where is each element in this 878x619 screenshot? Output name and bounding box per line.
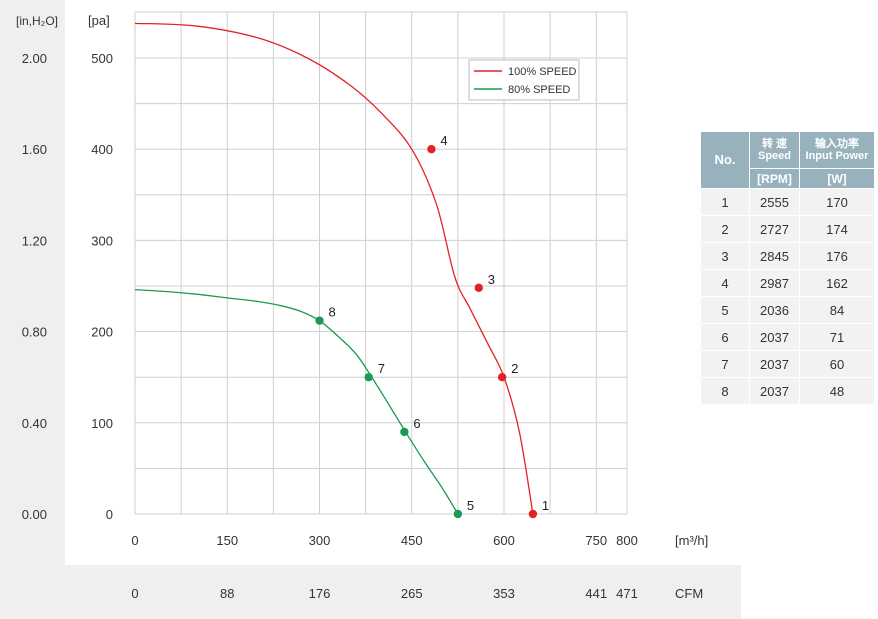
data-point-marker xyxy=(364,373,373,382)
cell-power: 174 xyxy=(800,216,875,243)
table-row: 2 2727 174 xyxy=(701,216,875,243)
cell-power: 71 xyxy=(800,324,875,351)
x-tick-label: 0 xyxy=(131,533,138,548)
cell-no: 6 xyxy=(701,324,750,351)
legend-entry: 100% SPEED xyxy=(508,66,577,78)
x2-axis-unit: CFM xyxy=(675,586,703,601)
x-tick-label: 800 xyxy=(616,533,638,548)
legend-entry: 80% SPEED xyxy=(508,84,570,96)
data-point-label: 7 xyxy=(378,361,385,376)
table-row: 3 2845 176 xyxy=(701,243,875,270)
y-axis-unit: [pa] xyxy=(88,13,110,28)
cell-power: 84 xyxy=(800,297,875,324)
x-tick-label: 600 xyxy=(493,533,515,548)
y2-tick-label: 1.20 xyxy=(22,233,47,248)
data-point-marker xyxy=(427,145,436,154)
data-point-label: 8 xyxy=(329,305,336,320)
header-speed-unit: [RPM] xyxy=(750,169,800,189)
header-power-unit: [W] xyxy=(800,169,875,189)
data-point-marker xyxy=(474,283,483,293)
cell-speed: 2037 xyxy=(750,351,800,378)
cell-speed: 2555 xyxy=(750,189,800,216)
x2-tick-label: 471 xyxy=(616,586,638,601)
x-tick-label: 450 xyxy=(401,533,423,548)
data-point-marker xyxy=(528,509,538,519)
header-power-cn: 输入功率 xyxy=(815,138,859,150)
data-point-label: 3 xyxy=(488,272,495,287)
x-axis-unit: [m³/h] xyxy=(675,533,708,548)
x2-tick-label: 176 xyxy=(309,586,331,601)
x-tick-label: 750 xyxy=(585,533,607,548)
header-no: No. xyxy=(701,132,750,189)
cell-no: 3 xyxy=(701,243,750,270)
y2-axis-unit: [in,H₂O] xyxy=(16,14,58,28)
cell-power: 48 xyxy=(800,378,875,405)
x2-tick-label: 265 xyxy=(401,586,423,601)
data-point-label: 4 xyxy=(440,133,447,148)
left-axis-panel xyxy=(0,0,65,565)
data-point-label: 6 xyxy=(413,416,420,431)
cell-speed: 2845 xyxy=(750,243,800,270)
y2-tick-label: 1.60 xyxy=(22,142,47,157)
y-tick-label: 0 xyxy=(106,507,113,522)
data-point-label: 5 xyxy=(467,498,474,513)
y-tick-label: 200 xyxy=(91,325,113,340)
data-point-label: 1 xyxy=(542,498,549,513)
y-tick-label: 500 xyxy=(91,51,113,66)
cell-no: 5 xyxy=(701,297,750,324)
cell-no: 2 xyxy=(701,216,750,243)
header-power-en: Input Power xyxy=(805,150,869,162)
data-point-marker xyxy=(400,427,409,437)
x-tick-label: 150 xyxy=(216,533,238,548)
table-row: 8 2037 48 xyxy=(701,378,875,405)
cell-no: 1 xyxy=(701,189,750,216)
data-point-marker xyxy=(453,509,463,519)
axis-labels: 00.001000.402000.803001.204001.605002.00… xyxy=(16,13,708,601)
bottom-axis-panel xyxy=(0,565,741,619)
y-tick-label: 100 xyxy=(91,416,113,431)
header-power: 输入功率 Input Power xyxy=(800,132,875,169)
y-tick-label: 400 xyxy=(91,142,113,157)
header-speed: 转 速 Speed xyxy=(750,132,800,169)
x2-tick-label: 0 xyxy=(131,586,138,601)
cell-no: 4 xyxy=(701,270,750,297)
cell-power: 60 xyxy=(800,351,875,378)
y2-tick-label: 0.40 xyxy=(22,416,47,431)
table-row: 6 2037 71 xyxy=(701,324,875,351)
cell-power: 170 xyxy=(800,189,875,216)
table-row: 4 2987 162 xyxy=(701,270,875,297)
x-tick-label: 300 xyxy=(309,533,331,548)
y2-tick-label: 0.00 xyxy=(22,507,47,522)
x2-tick-label: 441 xyxy=(585,586,607,601)
series-layer: 4 3 2 1 8 7 6 5 xyxy=(134,22,549,519)
cell-no: 8 xyxy=(701,378,750,405)
x2-tick-label: 88 xyxy=(220,586,234,601)
legend: 100% SPEED 80% SPEED xyxy=(468,59,580,101)
x2-tick-label: 353 xyxy=(493,586,515,601)
cell-no: 7 xyxy=(701,351,750,378)
table-row: 1 2555 170 xyxy=(701,189,875,216)
data-point-label: 2 xyxy=(511,361,518,376)
y-tick-label: 300 xyxy=(91,233,113,248)
table-row: 5 2036 84 xyxy=(701,297,875,324)
y2-tick-label: 2.00 xyxy=(22,51,47,66)
cell-speed: 2036 xyxy=(750,297,800,324)
y2-tick-label: 0.80 xyxy=(22,325,47,340)
series-line xyxy=(134,288,459,515)
spec-table: No. 转 速 Speed 输入功率 Input Power [RPM] [W]… xyxy=(701,132,875,405)
cell-speed: 2987 xyxy=(750,270,800,297)
data-point-marker xyxy=(497,373,507,382)
cell-power: 162 xyxy=(800,270,875,297)
header-speed-cn: 转 速 xyxy=(761,138,788,150)
header-speed-en: Speed xyxy=(757,150,791,162)
cell-speed: 2727 xyxy=(750,216,800,243)
table-row: 7 2037 60 xyxy=(701,351,875,378)
legend-box xyxy=(468,59,580,101)
data-point-marker xyxy=(315,316,324,325)
cell-speed: 2037 xyxy=(750,324,800,351)
cell-power: 176 xyxy=(800,243,875,270)
cell-speed: 2037 xyxy=(750,378,800,405)
